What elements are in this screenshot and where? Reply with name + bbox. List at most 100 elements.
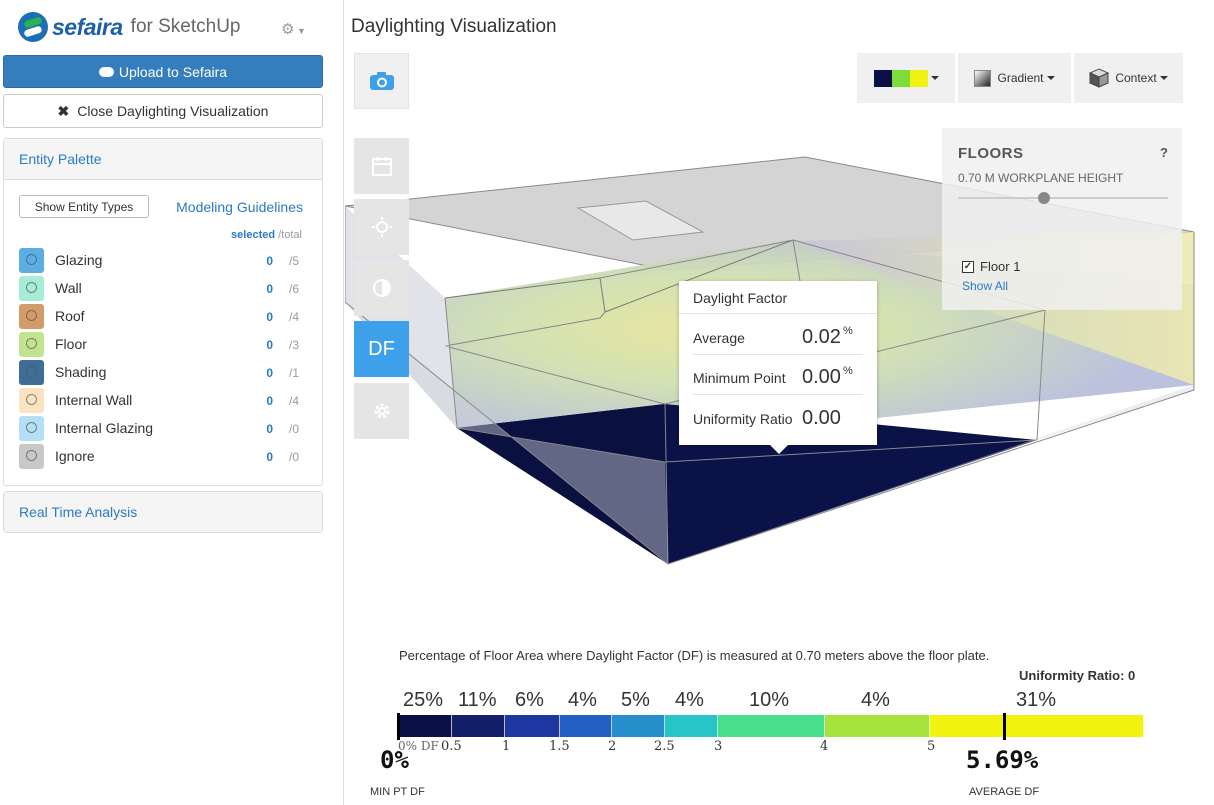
colorbar-tick-label: 2.5 <box>654 739 675 754</box>
legend-caption: Percentage of Floor Area where Daylight … <box>399 648 990 663</box>
workplane-height-slider[interactable] <box>958 192 1168 204</box>
modeling-guidelines-link[interactable]: Modeling Guidelines <box>176 199 303 215</box>
entity-total-count: /4 <box>289 310 300 324</box>
daylight-factor-button[interactable]: DF <box>354 321 409 377</box>
colorbar-tick-label: 5 <box>927 739 936 754</box>
colorbar-segment <box>930 715 1144 737</box>
caret-down-icon <box>1046 76 1055 80</box>
selected-total-header: selected /total <box>231 229 302 241</box>
average-percent-symbol: % <box>843 325 853 337</box>
entity-selected-count[interactable]: 0 <box>266 450 273 464</box>
gradient-icon <box>974 69 992 87</box>
entity-total-count: /3 <box>289 338 300 352</box>
entity-selected-count[interactable]: 0 <box>266 338 273 352</box>
entity-selected-count[interactable]: 0 <box>266 394 273 408</box>
entity-selected-count[interactable]: 0 <box>266 282 273 296</box>
sun-settings-button[interactable] <box>354 199 409 255</box>
minimum-point-value: 0.00 <box>802 366 841 388</box>
floor-1-checkbox[interactable]: ✓ Floor 1 <box>962 259 1020 274</box>
entity-palette-header[interactable]: Entity Palette <box>4 139 322 180</box>
entity-swatch[interactable] <box>19 303 44 329</box>
entity-swatch[interactable] <box>19 443 44 469</box>
entity-palette-panel: Entity Palette Show Entity Types Modelin… <box>3 138 323 486</box>
color-scheme-dropdown[interactable] <box>857 53 955 103</box>
entity-row[interactable]: Ignore 0/0 <box>19 442 309 470</box>
gear-icon: ⚙ <box>281 21 295 38</box>
colorbar-segment <box>612 715 665 737</box>
colorbar-segment <box>560 715 612 737</box>
entity-row[interactable]: Glazing 0/5 <box>19 246 309 274</box>
calendar-button[interactable] <box>354 138 409 194</box>
brand-suffix: for SketchUp <box>130 16 241 37</box>
bin-percent: 10% <box>749 689 790 711</box>
entity-row[interactable]: Shading 0/1 <box>19 358 309 386</box>
close-visualization-button[interactable]: ✖ Close Daylighting Visualization <box>3 94 323 128</box>
eye-icon <box>26 393 37 405</box>
colorbar-segment <box>397 715 452 737</box>
cube-icon <box>1089 68 1110 88</box>
entity-row[interactable]: Wall 0/6 <box>19 274 309 302</box>
eye-icon <box>26 281 37 293</box>
entity-swatch[interactable] <box>19 415 44 441</box>
entity-selected-count[interactable]: 0 <box>266 422 273 436</box>
settings-menu[interactable]: ⚙ ▼ <box>281 20 306 38</box>
gear-icon <box>374 403 389 419</box>
eye-icon <box>26 449 37 461</box>
main-area: Daylighting Visualization <box>345 0 1214 805</box>
total-header: /total <box>278 229 302 241</box>
uniformity-ratio-summary: Uniformity Ratio: 0 <box>1019 668 1136 683</box>
entity-label: Shading <box>55 364 107 380</box>
minimum-point-label: Minimum Point <box>693 370 786 386</box>
entity-total-count: /4 <box>289 394 300 408</box>
floors-help-icon[interactable]: ? <box>1160 145 1168 160</box>
df-label: DF <box>368 337 395 360</box>
slider-thumb[interactable] <box>1038 192 1050 204</box>
entity-row[interactable]: Internal Glazing 0/0 <box>19 414 309 442</box>
bin-percent: 4% <box>675 689 704 711</box>
close-icon: ✖ <box>57 102 70 119</box>
context-dropdown[interactable]: Context <box>1074 53 1183 103</box>
entity-swatch[interactable] <box>19 331 44 357</box>
entity-swatch[interactable] <box>19 359 44 385</box>
entity-list: Glazing 0/5 Wall 0/6 Roof 0/4 Floor 0/3 Shading 0… <box>19 246 309 470</box>
colorbar-tick-label: 1 <box>502 739 511 754</box>
gradient-dropdown[interactable]: Gradient <box>958 53 1071 103</box>
colorbar-segment <box>825 715 930 737</box>
real-time-analysis-header[interactable]: Real Time Analysis <box>4 492 322 532</box>
entity-swatch[interactable] <box>19 387 44 413</box>
show-entity-types-button[interactable]: Show Entity Types <box>19 195 149 218</box>
entity-selected-count[interactable]: 0 <box>266 366 273 380</box>
bin-percent: 4% <box>568 689 597 711</box>
entity-row[interactable]: Roof 0/4 <box>19 302 309 330</box>
upload-to-sefaira-button[interactable]: Upload to Sefaira <box>3 55 323 88</box>
analysis-settings-button[interactable] <box>354 383 409 439</box>
floors-title: FLOORS <box>958 145 1024 162</box>
context-label: Context <box>1115 71 1157 85</box>
colorbar-segment <box>452 715 505 737</box>
entity-total-count: /6 <box>289 282 300 296</box>
entity-swatch[interactable] <box>19 247 44 273</box>
eye-icon <box>26 421 37 433</box>
colorbar-tick-label: 1.5 <box>549 739 570 754</box>
caret-down-icon: ▼ <box>294 26 306 36</box>
camera-icon <box>369 72 394 90</box>
bin-percent: 11% <box>458 689 497 711</box>
entity-swatch[interactable] <box>19 275 44 301</box>
entity-row[interactable]: Floor 0/3 <box>19 330 309 358</box>
page-title: Daylighting Visualization <box>351 16 557 37</box>
entity-selected-count[interactable]: 0 <box>266 310 273 324</box>
camera-button[interactable] <box>354 53 409 109</box>
floors-panel: FLOORS ? 0.70 M WORKPLANE HEIGHT ✓ Floor… <box>942 128 1182 310</box>
min-pt-df-caption: MIN PT DF <box>370 786 425 798</box>
entity-row[interactable]: Internal Wall 0/4 <box>19 386 309 414</box>
entity-label: Internal Glazing <box>55 420 154 436</box>
uniformity-ratio-row: Uniformity Ratio 0.00 <box>693 396 863 436</box>
entity-total-count: /1 <box>289 366 300 380</box>
entity-selected-count[interactable]: 0 <box>266 254 273 268</box>
show-all-floors-link[interactable]: Show All <box>962 279 1009 293</box>
min-point-marker <box>397 713 400 740</box>
contrast-button[interactable] <box>354 260 409 316</box>
colorbar-tick-label: 0.5 <box>441 739 462 754</box>
contrast-icon <box>372 279 391 297</box>
daylight-factor-tooltip: Daylight Factor Average 0.02 % Minimum P… <box>679 281 877 454</box>
